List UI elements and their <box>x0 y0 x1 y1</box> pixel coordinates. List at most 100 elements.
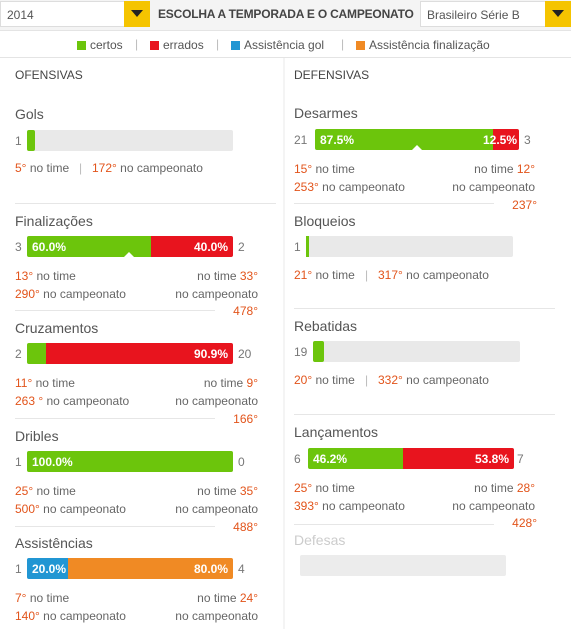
defensive-title: DEFENSIVAS <box>294 68 370 82</box>
gols-title: Gols <box>15 106 44 122</box>
dribles-title: Dribles <box>15 428 59 444</box>
rebatidas-title: Rebatidas <box>294 318 358 334</box>
assistencias-bar: 20.0% 80.0% <box>27 558 233 579</box>
desarmes-bar-certos: 87.5% <box>315 129 493 150</box>
dribles-right-team-rank: no time 35° <box>197 484 258 498</box>
bloqueios-title: Bloqueios <box>294 213 356 229</box>
finalizacoes-bar-certos: 60.0% <box>27 236 151 257</box>
gols-bar-fill <box>27 130 35 151</box>
season-select[interactable]: 2014 <box>0 1 150 27</box>
cruzamentos-bar-certos <box>27 343 46 364</box>
rebatidas-bar-fill <box>313 341 324 362</box>
assistencias-bar-finalizacao: 80.0% <box>68 558 233 579</box>
lancamentos-right-team-rank: no time 28° <box>474 481 535 495</box>
cruzamentos-bar-errados: 90.9% <box>46 343 233 364</box>
cruzamentos-left-champ-rank: 263 ° no campeonato <box>15 394 130 408</box>
season-value: 2014 <box>7 8 34 22</box>
dribles-right-count: 0 <box>238 455 245 469</box>
legend: certos | errados | Assistência gol | Ass… <box>0 30 571 58</box>
assistencias-bar-gol: 20.0% <box>27 558 68 579</box>
defesas-title: Defesas <box>294 532 346 548</box>
dribles-left-champ-rank: 500° no campeonato <box>15 502 126 516</box>
cruzamentos-right-champ-rank: 166° <box>233 412 258 426</box>
finalizacoes-right-count: 2 <box>238 240 245 254</box>
lancamentos-bar-errados: 53.8% <box>403 448 514 469</box>
assistencias-title: Assistências <box>15 535 93 551</box>
legend-item-certos: certos <box>77 38 123 52</box>
legend-item-assistencia-gol: Assistência gol <box>231 38 324 52</box>
lancamentos-bar: 46.2% 53.8% <box>308 448 514 469</box>
defesas-bar <box>300 555 506 576</box>
desarmes-right-champ-label: no campeonato <box>452 180 535 194</box>
cruzamentos-bar: 90.9% <box>27 343 233 364</box>
legend-item-assistencia-finalizacao: Assistência finalização <box>356 38 490 52</box>
assistencias-left-count: 1 <box>15 562 22 576</box>
assistencias-right-champ-label: no campeonato <box>175 609 258 623</box>
lancamentos-right-count: 7 <box>517 452 524 466</box>
lancamentos-left-champ-rank: 393° no campeonato <box>294 499 405 513</box>
cruzamentos-left-count: 2 <box>15 347 22 361</box>
lancamentos-left-count: 6 <box>294 452 301 466</box>
desarmes-bar-errados <box>493 129 519 150</box>
top-bar: 2014 ESCOLHA A TEMPORADA E O CAMPEONATO … <box>0 0 571 30</box>
cruzamentos-left-team-rank: 11° no time <box>15 376 75 390</box>
finalizacoes-right-team-rank: no time 33° <box>197 269 258 283</box>
gols-count: 1 <box>15 134 22 148</box>
desarmes-right-count: 3 <box>524 133 531 147</box>
desarmes-errados-label: 12.5% <box>482 133 517 147</box>
finalizacoes-left-champ-rank: 290° no campeonato <box>15 287 126 301</box>
legend-item-errados: errados <box>150 38 204 52</box>
finalizacoes-left-team-rank: 13° no time <box>15 269 76 283</box>
gols-rank-team: 5° no time <box>15 161 70 175</box>
dribles-left-team-rank: 25° no time <box>15 484 76 498</box>
assistencias-left-team-rank: 7° no time <box>15 591 70 605</box>
rebatidas-rank-champ: 332° no campeonato <box>378 373 489 387</box>
desarmes-right-champ-rank: 237° <box>512 198 537 212</box>
dribles-left-count: 1 <box>15 455 22 469</box>
desarmes-bar: 87.5% 12.5% <box>315 129 519 150</box>
dribles-bar: 100.0% <box>27 451 233 472</box>
lancamentos-bar-certos: 46.2% <box>308 448 403 469</box>
finalizacoes-right-champ-label: no campeonato <box>175 287 258 301</box>
gols-bar <box>27 130 233 151</box>
finalizacoes-right-champ-rank: 478° <box>233 304 258 318</box>
assistencias-right-team-rank: no time 24° <box>197 591 258 605</box>
bloqueios-bar <box>306 236 513 257</box>
page-title: ESCOLHA A TEMPORADA E O CAMPEONATO <box>158 7 414 21</box>
chevron-down-icon[interactable] <box>124 1 150 27</box>
bloqueios-rank-champ: 317° no campeonato <box>378 268 489 282</box>
legend-swatch <box>356 41 365 50</box>
championship-value: Brasileiro Série B <box>427 8 520 22</box>
cruzamentos-right-count: 20 <box>238 347 252 361</box>
lancamentos-right-champ-rank: 428° <box>512 516 537 530</box>
finalizacoes-bar-errados: 40.0% <box>151 236 233 257</box>
cruzamentos-right-champ-label: no campeonato <box>175 394 258 408</box>
finalizacoes-bar: 60.0% 40.0% <box>27 236 233 257</box>
offensive-panel: OFENSIVAS Gols 1 5° no time | 172° no ca… <box>0 58 283 629</box>
offensive-title: OFENSIVAS <box>15 68 83 82</box>
finalizacoes-left-count: 3 <box>15 240 22 254</box>
gols-rank-champ: 172° no campeonato <box>92 161 203 175</box>
assistencias-right-count: 4 <box>238 562 245 576</box>
chevron-down-icon[interactable] <box>545 1 571 27</box>
bloqueios-bar-fill <box>306 236 309 257</box>
dribles-right-champ-rank: 488° <box>233 520 258 534</box>
bloqueios-rank-team: 21° no time <box>294 268 355 282</box>
desarmes-title: Desarmes <box>294 105 358 121</box>
dribles-bar-certos: 100.0% <box>27 451 233 472</box>
lancamentos-title: Lançamentos <box>294 424 379 440</box>
desarmes-left-count: 21 <box>294 133 308 147</box>
desarmes-left-champ-rank: 253° no campeonato <box>294 180 405 194</box>
rebatidas-count: 19 <box>294 345 308 359</box>
finalizacoes-title: Finalizações <box>15 213 93 229</box>
bloqueios-count: 1 <box>294 240 301 254</box>
dribles-right-champ-label: no campeonato <box>175 502 258 516</box>
rebatidas-rank-team: 20° no time <box>294 373 355 387</box>
defensive-panel: DEFENSIVAS Desarmes 21 87.5% 12.5% 3 15°… <box>285 58 571 629</box>
lancamentos-left-team-rank: 25° no time <box>294 481 355 495</box>
legend-swatch <box>77 41 86 50</box>
championship-select[interactable]: Brasileiro Série B <box>420 1 571 27</box>
cruzamentos-title: Cruzamentos <box>15 320 99 336</box>
desarmes-right-team-rank: no time 12° <box>474 162 535 176</box>
lancamentos-right-champ-label: no campeonato <box>452 499 535 513</box>
